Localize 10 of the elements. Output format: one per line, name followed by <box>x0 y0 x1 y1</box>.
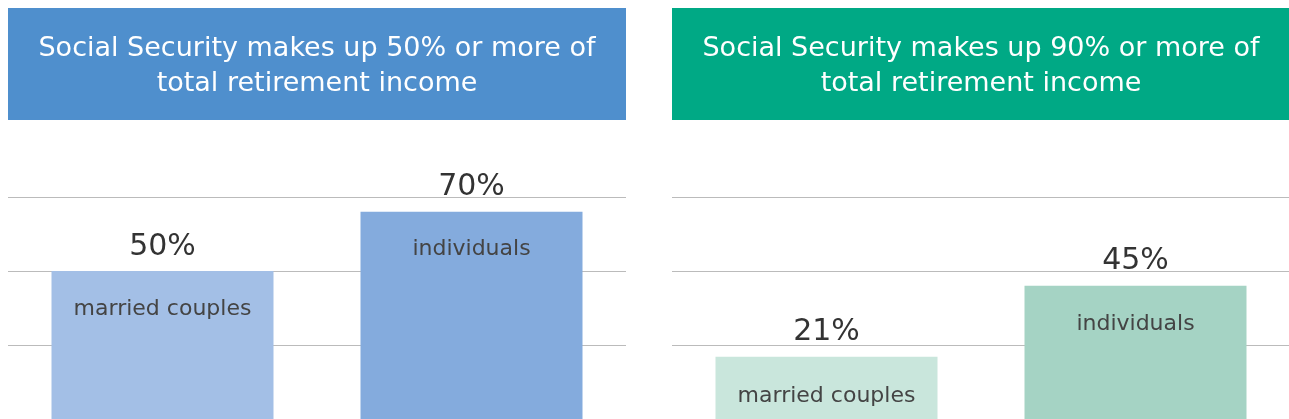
chart-title: Social Security makes up 90% or more of total retirement income <box>672 8 1289 120</box>
data-label: 21% <box>793 312 860 348</box>
chart-title: Social Security makes up 50% or more of total retirement income <box>8 8 626 120</box>
data-label: 70% <box>438 167 505 203</box>
x-tick-label: individuals <box>1076 309 1195 335</box>
data-label: 45% <box>1102 241 1169 277</box>
x-tick-label: married couples <box>737 381 916 407</box>
x-tick-label: married couples <box>73 294 252 320</box>
x-tick-label: individuals <box>412 234 531 260</box>
data-label: 50% <box>129 226 196 262</box>
